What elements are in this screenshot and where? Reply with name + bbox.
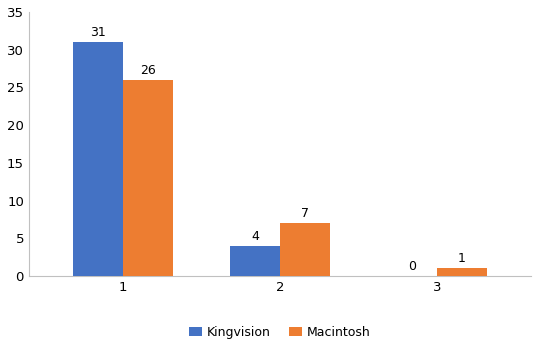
Bar <box>437 268 487 276</box>
Text: 31: 31 <box>90 26 106 39</box>
Bar <box>230 246 280 276</box>
Text: 1: 1 <box>458 253 466 265</box>
Text: 26: 26 <box>140 64 156 77</box>
Bar <box>73 42 123 276</box>
Text: 7: 7 <box>301 207 309 220</box>
Legend: Kingvision, Macintosh: Kingvision, Macintosh <box>184 321 376 344</box>
Text: 4: 4 <box>251 230 259 243</box>
Bar <box>123 80 173 276</box>
Text: 0: 0 <box>408 260 416 273</box>
Bar <box>280 223 330 276</box>
